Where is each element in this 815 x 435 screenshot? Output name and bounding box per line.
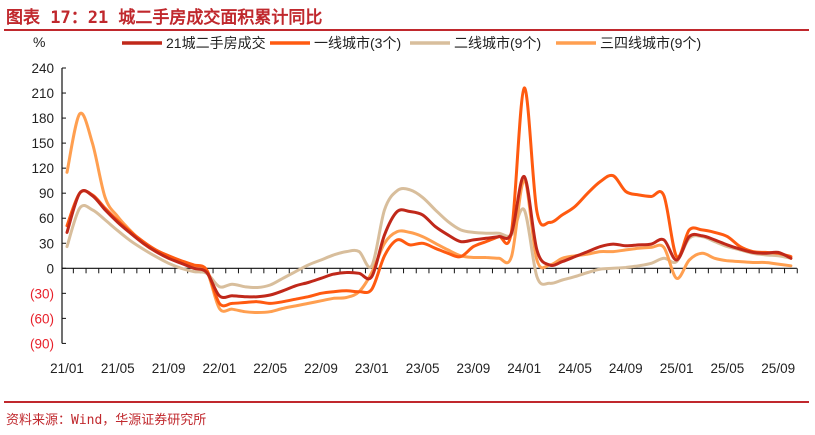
- y-tick-label: (90): [30, 336, 54, 351]
- series-line-1: [65, 174, 793, 299]
- chart-title: 图表 17：21 城二手房成交面积累计同比: [6, 8, 323, 28]
- x-tick-label: 22/05: [253, 361, 287, 376]
- x-tick-label: 25/05: [711, 361, 745, 376]
- x-tick-label: 21/01: [50, 361, 84, 376]
- x-tick-label: 24/01: [507, 361, 541, 376]
- x-tick-label: 22/01: [203, 361, 237, 376]
- x-tick-label: 23/05: [406, 361, 440, 376]
- y-tick-label: 240: [31, 61, 54, 76]
- source-divider: [4, 401, 809, 403]
- y-tick-label: (60): [30, 311, 54, 326]
- x-tick-label: 21/05: [101, 361, 135, 376]
- y-axis-unit: %: [33, 34, 45, 50]
- legend-label-2: 一线城市(3个): [314, 35, 401, 51]
- y-tick-label: 120: [31, 161, 54, 176]
- series-line-4: [65, 111, 793, 314]
- y-tick-label: 150: [31, 136, 54, 151]
- series-line-2: [65, 86, 793, 308]
- source-note: 资料来源：Wind，华源证券研究所: [6, 413, 207, 428]
- x-tick-label: 21/09: [152, 361, 186, 376]
- x-tick-label: 23/09: [457, 361, 491, 376]
- y-tick-label: (30): [30, 286, 54, 301]
- x-tick-label: 25/01: [660, 361, 694, 376]
- y-tick-label: 180: [31, 111, 54, 126]
- y-tick-label: 30: [39, 236, 54, 251]
- x-tick-label: 22/09: [304, 361, 338, 376]
- title-divider: [4, 29, 809, 31]
- y-tick-label: 90: [39, 186, 54, 201]
- legend-label-3: 二线城市(9个): [454, 35, 541, 51]
- x-tick-label: 25/09: [761, 361, 795, 376]
- y-tick-label: 210: [31, 86, 54, 101]
- x-tick-label: 24/09: [609, 361, 643, 376]
- y-tick-label: 60: [39, 211, 54, 226]
- legend-label-1: 21城二手房成交: [166, 35, 266, 51]
- y-tick-label: 0: [46, 261, 54, 276]
- x-tick-label: 23/01: [355, 361, 389, 376]
- x-tick-label: 24/05: [558, 361, 592, 376]
- legend-label-4: 三四线城市(9个): [600, 35, 701, 51]
